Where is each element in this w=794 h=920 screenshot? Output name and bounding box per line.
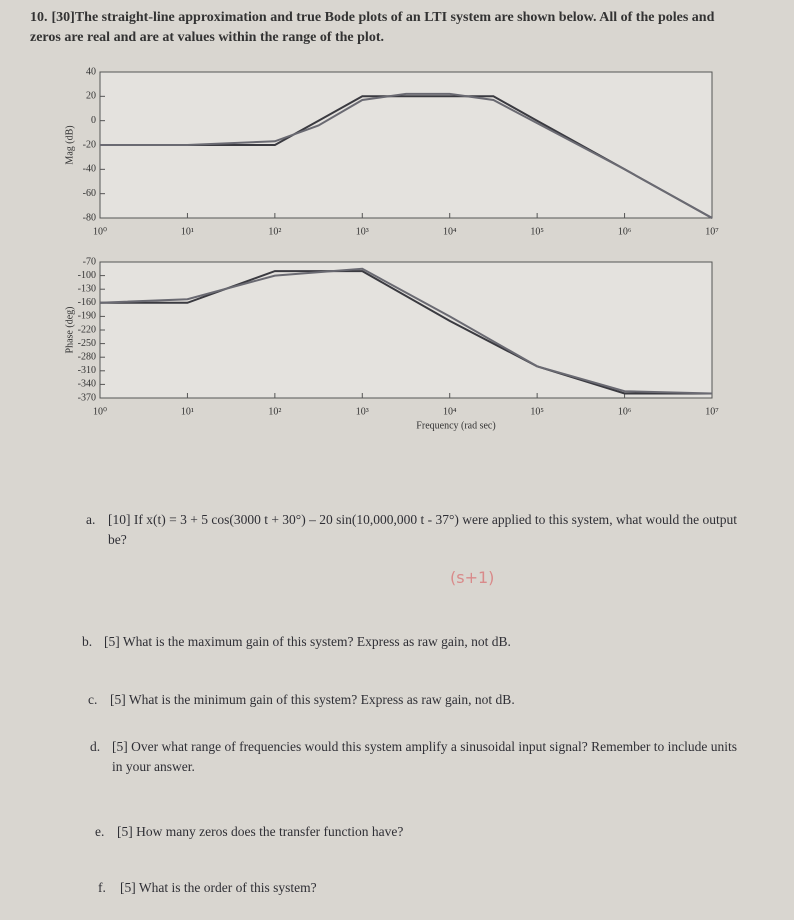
y-tick-label: -130 bbox=[78, 283, 96, 294]
y-tick-label: -310 bbox=[78, 365, 96, 376]
series-line bbox=[100, 92, 713, 219]
x-tick-label: 10⁷ bbox=[705, 406, 719, 417]
question-letter: f. bbox=[98, 880, 106, 895]
question-letter: d. bbox=[90, 739, 101, 754]
question-header: 10. [30]The straight-line approximation a… bbox=[30, 8, 730, 48]
y-tick-label: -70 bbox=[83, 256, 96, 267]
x-tick-label: 10² bbox=[268, 406, 281, 417]
bode-plots: 40 20 0 -20 -40 -60 -80 10⁰ 10¹ 10² 10³ 10⁴ 10⁵ 10⁶ 10… bbox=[64, 66, 719, 431]
y-tick-label: -220 bbox=[78, 324, 96, 335]
question-b: b. [5] What is the maximum gain of this s… bbox=[82, 632, 744, 652]
y-tick-label: -160 bbox=[78, 297, 96, 308]
series-line bbox=[99, 267, 713, 395]
x-tick-label: 10⁴ bbox=[443, 406, 457, 417]
question-letter: c. bbox=[88, 692, 98, 707]
y-axis-label: Mag (dB) bbox=[64, 125, 75, 164]
y-tick-label: 20 bbox=[86, 91, 96, 102]
x-tick-label: 10⁵ bbox=[530, 226, 544, 237]
question-e: e. [5] How many zeros does the transfer f… bbox=[95, 822, 737, 842]
x-tick-label: 10² bbox=[268, 226, 281, 237]
handwritten-note: (s+1) bbox=[450, 568, 495, 587]
question-letter: b. bbox=[82, 634, 93, 649]
x-tick-label: 10⁶ bbox=[618, 226, 632, 237]
y-tick-label: 40 bbox=[86, 66, 96, 77]
y-tick-label: -340 bbox=[78, 379, 96, 390]
question-f: f. [5] What is the order of this system? bbox=[98, 878, 740, 898]
question-number: 10. bbox=[30, 10, 48, 25]
y-tick-label: -80 bbox=[83, 212, 96, 223]
x-axis-label: Frequency (rad sec) bbox=[416, 420, 495, 431]
series-line bbox=[100, 270, 712, 395]
question-text: [5] What is the order of this system? bbox=[120, 880, 317, 895]
question-d: d. [5] Over what range of frequencies wou… bbox=[90, 737, 742, 777]
y-axis-label: Phase (deg) bbox=[64, 307, 75, 354]
question-letter: a. bbox=[86, 512, 96, 527]
plot-frame bbox=[99, 261, 713, 399]
x-tick-label: 10⁶ bbox=[618, 406, 632, 417]
x-tick-label: 10⁰ bbox=[93, 226, 107, 237]
y-tick-label: -20 bbox=[83, 139, 96, 150]
x-tick-label: 10⁴ bbox=[443, 226, 457, 237]
y-tick-label: -100 bbox=[78, 270, 96, 281]
question-text: [5] How many zeros does the transfer fun… bbox=[117, 824, 404, 839]
y-tick-label: -250 bbox=[78, 338, 96, 349]
question-letter: e. bbox=[95, 824, 105, 839]
y-tick-label: -370 bbox=[78, 392, 96, 403]
question-text: [30]The straight-line approximation and … bbox=[30, 10, 715, 45]
y-tick-label: -190 bbox=[78, 311, 96, 322]
question-text: [5] What is the maximum gain of this sys… bbox=[104, 634, 511, 649]
y-tick-label: -280 bbox=[78, 351, 96, 362]
x-tick-label: 10⁰ bbox=[93, 406, 107, 417]
question-text: [5] What is the minimum gain of this sys… bbox=[110, 692, 515, 707]
x-tick-label: 10¹ bbox=[181, 226, 194, 237]
x-tick-label: 10⁷ bbox=[705, 226, 719, 237]
x-tick-label: 10⁵ bbox=[530, 406, 544, 417]
y-tick-label: -40 bbox=[83, 164, 96, 175]
question-text: [5] Over what range of frequencies would… bbox=[112, 739, 737, 774]
x-tick-label: 10³ bbox=[356, 226, 369, 237]
x-tick-label: 10³ bbox=[356, 406, 369, 417]
question-c: c. [5] What is the minimum gain of this s… bbox=[88, 690, 750, 710]
y-tick-label: -60 bbox=[83, 188, 96, 199]
question-text: [10] If x(t) = 3 + 5 cos(3000 t + 30°) –… bbox=[108, 512, 738, 547]
x-tick-label: 10¹ bbox=[181, 406, 194, 417]
y-tick-label: 0 bbox=[91, 115, 96, 126]
series-line bbox=[100, 95, 713, 219]
question-a: a. [10] If x(t) = 3 + 5 cos(3000 t + 30°)… bbox=[86, 510, 738, 550]
